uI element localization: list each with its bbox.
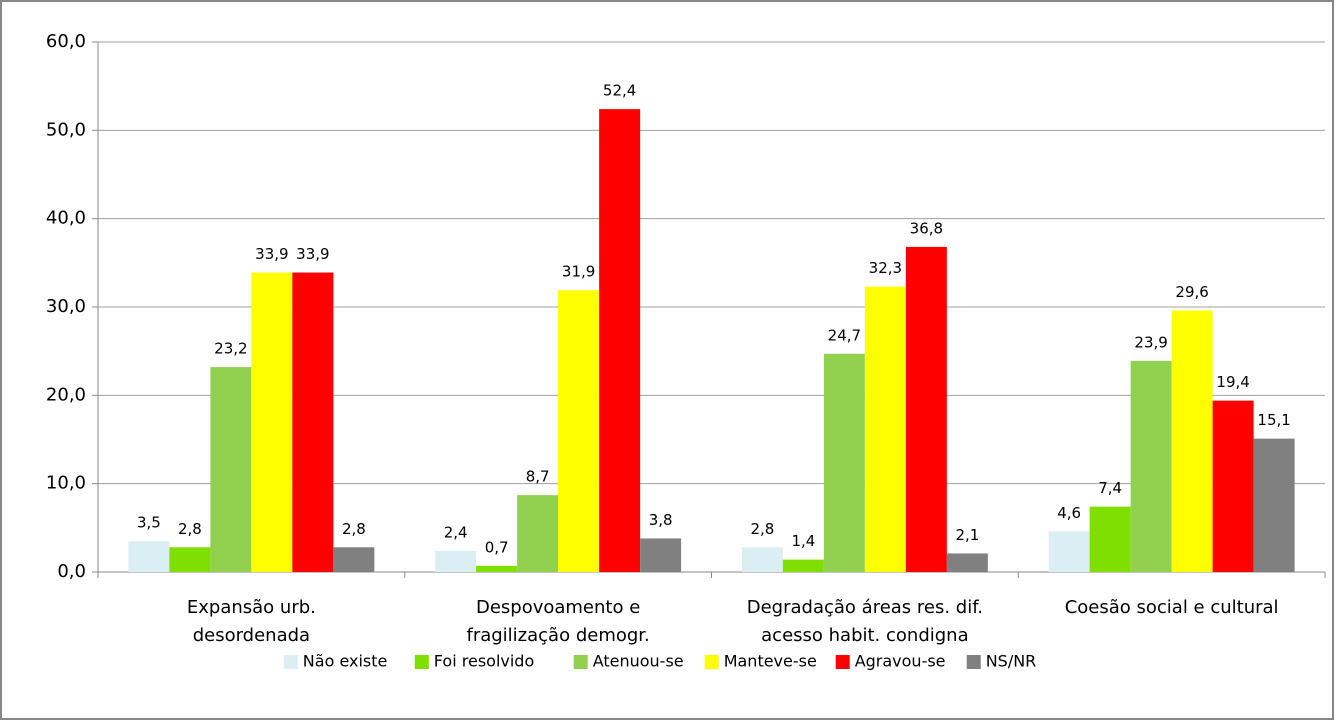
value-label: 1,4	[791, 532, 815, 550]
bar	[292, 272, 334, 572]
x-tick-label: Coesão social e cultural	[1065, 597, 1279, 618]
value-label: 23,2	[214, 340, 247, 358]
value-label: 23,9	[1134, 333, 1167, 351]
value-label: 2,4	[444, 523, 468, 541]
value-label: 15,1	[1257, 411, 1290, 429]
y-tick-label: 40,0	[46, 208, 86, 229]
value-label: 0,7	[485, 538, 509, 556]
bar	[558, 290, 600, 572]
bar	[1212, 400, 1254, 572]
legend-label: Atenuou-se	[593, 652, 684, 671]
value-label: 19,4	[1216, 373, 1249, 391]
y-tick-label: 20,0	[46, 384, 86, 405]
value-label: 8,7	[526, 468, 550, 486]
bar	[1130, 360, 1172, 572]
bar	[435, 550, 477, 572]
bar	[640, 538, 682, 572]
y-tick-label: 60,0	[46, 31, 86, 52]
y-tick-label: 10,0	[46, 473, 86, 494]
bar	[1253, 438, 1295, 572]
bar	[1089, 506, 1131, 572]
bar	[517, 495, 559, 572]
legend-swatch	[573, 655, 588, 669]
value-label: 2,8	[178, 520, 202, 538]
bar	[476, 565, 518, 572]
value-label: 52,4	[603, 82, 636, 100]
bar	[782, 559, 824, 572]
legend-label: NS/NR	[986, 652, 1037, 671]
value-label: 2,8	[750, 520, 774, 538]
bar	[251, 272, 293, 572]
y-tick-label: 50,0	[46, 119, 86, 140]
legend-label: Não existe	[303, 652, 388, 671]
bar	[599, 109, 641, 572]
value-label: 29,6	[1175, 283, 1208, 301]
legend-swatch	[414, 655, 429, 669]
bar	[1048, 531, 1090, 572]
value-label: 33,9	[255, 245, 288, 263]
value-label: 3,5	[137, 514, 161, 532]
value-label: 2,1	[955, 526, 979, 544]
bar	[333, 547, 375, 572]
legend-label: Manteve-se	[724, 652, 817, 671]
value-label: 24,7	[828, 326, 861, 344]
bar	[946, 553, 988, 572]
value-label: 31,9	[562, 263, 595, 281]
bar	[864, 286, 906, 572]
legend-label: Agravou-se	[855, 652, 946, 671]
y-tick-label: 0,0	[57, 561, 86, 582]
x-tick-label: Expansão urb. desordenada	[187, 597, 316, 646]
value-label: 3,8	[649, 511, 673, 529]
x-tick-label: Degradação áreas res. dif. acesso habit. …	[747, 597, 983, 646]
bar	[169, 547, 211, 572]
value-label: 7,4	[1098, 479, 1122, 497]
value-label: 36,8	[910, 219, 943, 237]
bar	[128, 541, 170, 572]
bar	[905, 246, 947, 572]
bar	[210, 367, 252, 572]
value-label: 33,9	[296, 245, 329, 263]
legend-swatch	[835, 655, 850, 669]
value-label: 4,6	[1057, 504, 1081, 522]
bar	[823, 353, 865, 572]
x-tick-label: Despovoamento e fragilização demogr.	[466, 597, 649, 646]
bar	[1171, 310, 1213, 572]
bar	[741, 547, 783, 572]
y-tick-label: 30,0	[46, 296, 86, 317]
legend-swatch	[966, 655, 981, 669]
value-label: 2,8	[342, 520, 366, 538]
legend-swatch	[704, 655, 719, 669]
value-label: 32,3	[869, 259, 902, 277]
legend-label: Foi resolvido	[434, 652, 534, 671]
legend-swatch	[283, 655, 298, 669]
